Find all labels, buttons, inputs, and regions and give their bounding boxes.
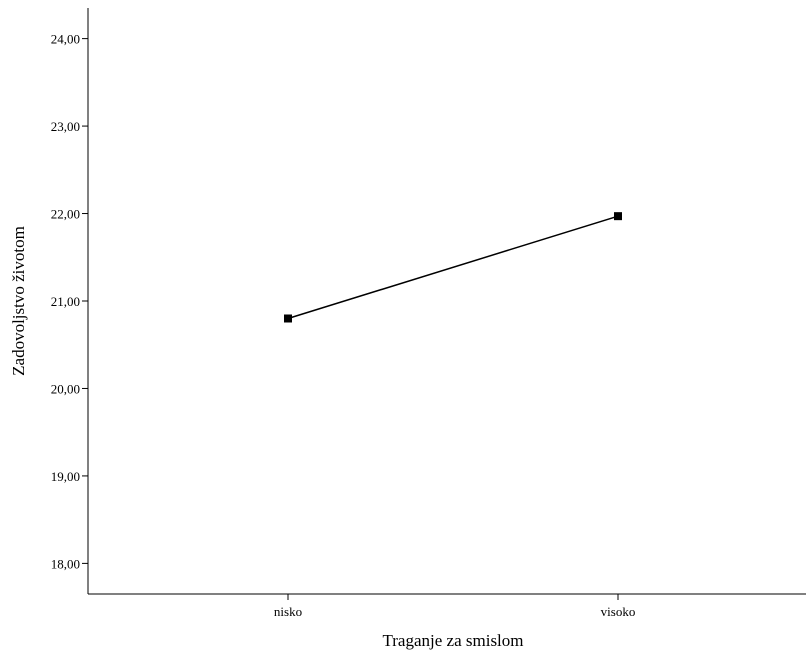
data-point-marker [614,212,622,221]
x-axis-title: Traganje za smislom [382,631,523,650]
y-tick-label: 23,00 [51,119,80,134]
y-tick-label: 18,00 [51,556,80,571]
y-tick-label: 24,00 [51,32,80,47]
axes [87,8,806,595]
y-tick-label: 21,00 [51,294,80,309]
x-tick-label: visoko [601,604,636,619]
y-tick-label: 20,00 [51,381,80,396]
series-line [287,215,619,320]
y-axis-title: Zadovoljstvo životom [9,226,28,376]
y-tick-label: 22,00 [51,207,80,222]
series [284,212,622,323]
y-ticks: 18,00 19,00 20,00 21,00 22,00 23,00 24,00 [51,32,88,571]
x-ticks: nisko visoko [274,594,635,619]
y-tick-label: 19,00 [51,469,80,484]
data-point-marker [284,314,292,323]
x-tick-label: nisko [274,604,302,619]
